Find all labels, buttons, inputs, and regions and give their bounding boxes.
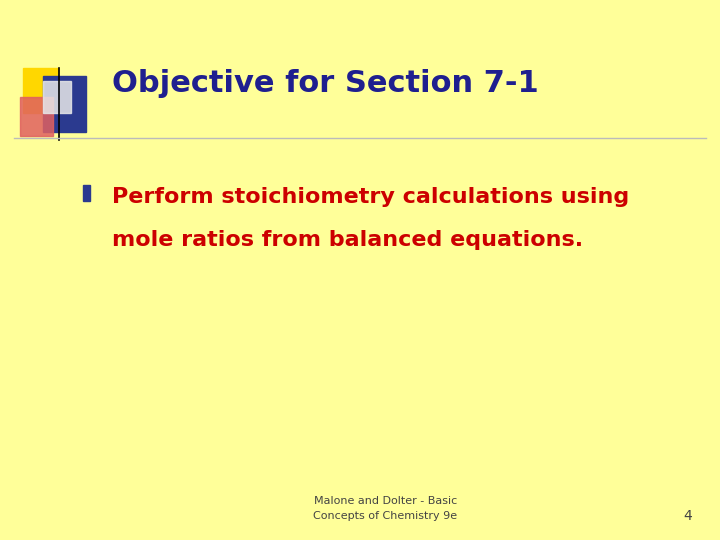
Bar [20,97,53,136]
Text: Concepts of Chemistry 9e: Concepts of Chemistry 9e [313,511,457,521]
Text: mole ratios from balanced equations.: mole ratios from balanced equations. [112,230,582,251]
Bar [83,185,90,201]
Text: 4: 4 [683,509,692,523]
Text: Malone and Dolter - Basic: Malone and Dolter - Basic [314,496,456,506]
Bar [23,68,58,113]
Text: Objective for Section 7-1: Objective for Section 7-1 [112,69,539,98]
Bar [43,76,86,132]
Bar [43,81,71,113]
Text: Perform stoichiometry calculations using: Perform stoichiometry calculations using [112,187,629,207]
